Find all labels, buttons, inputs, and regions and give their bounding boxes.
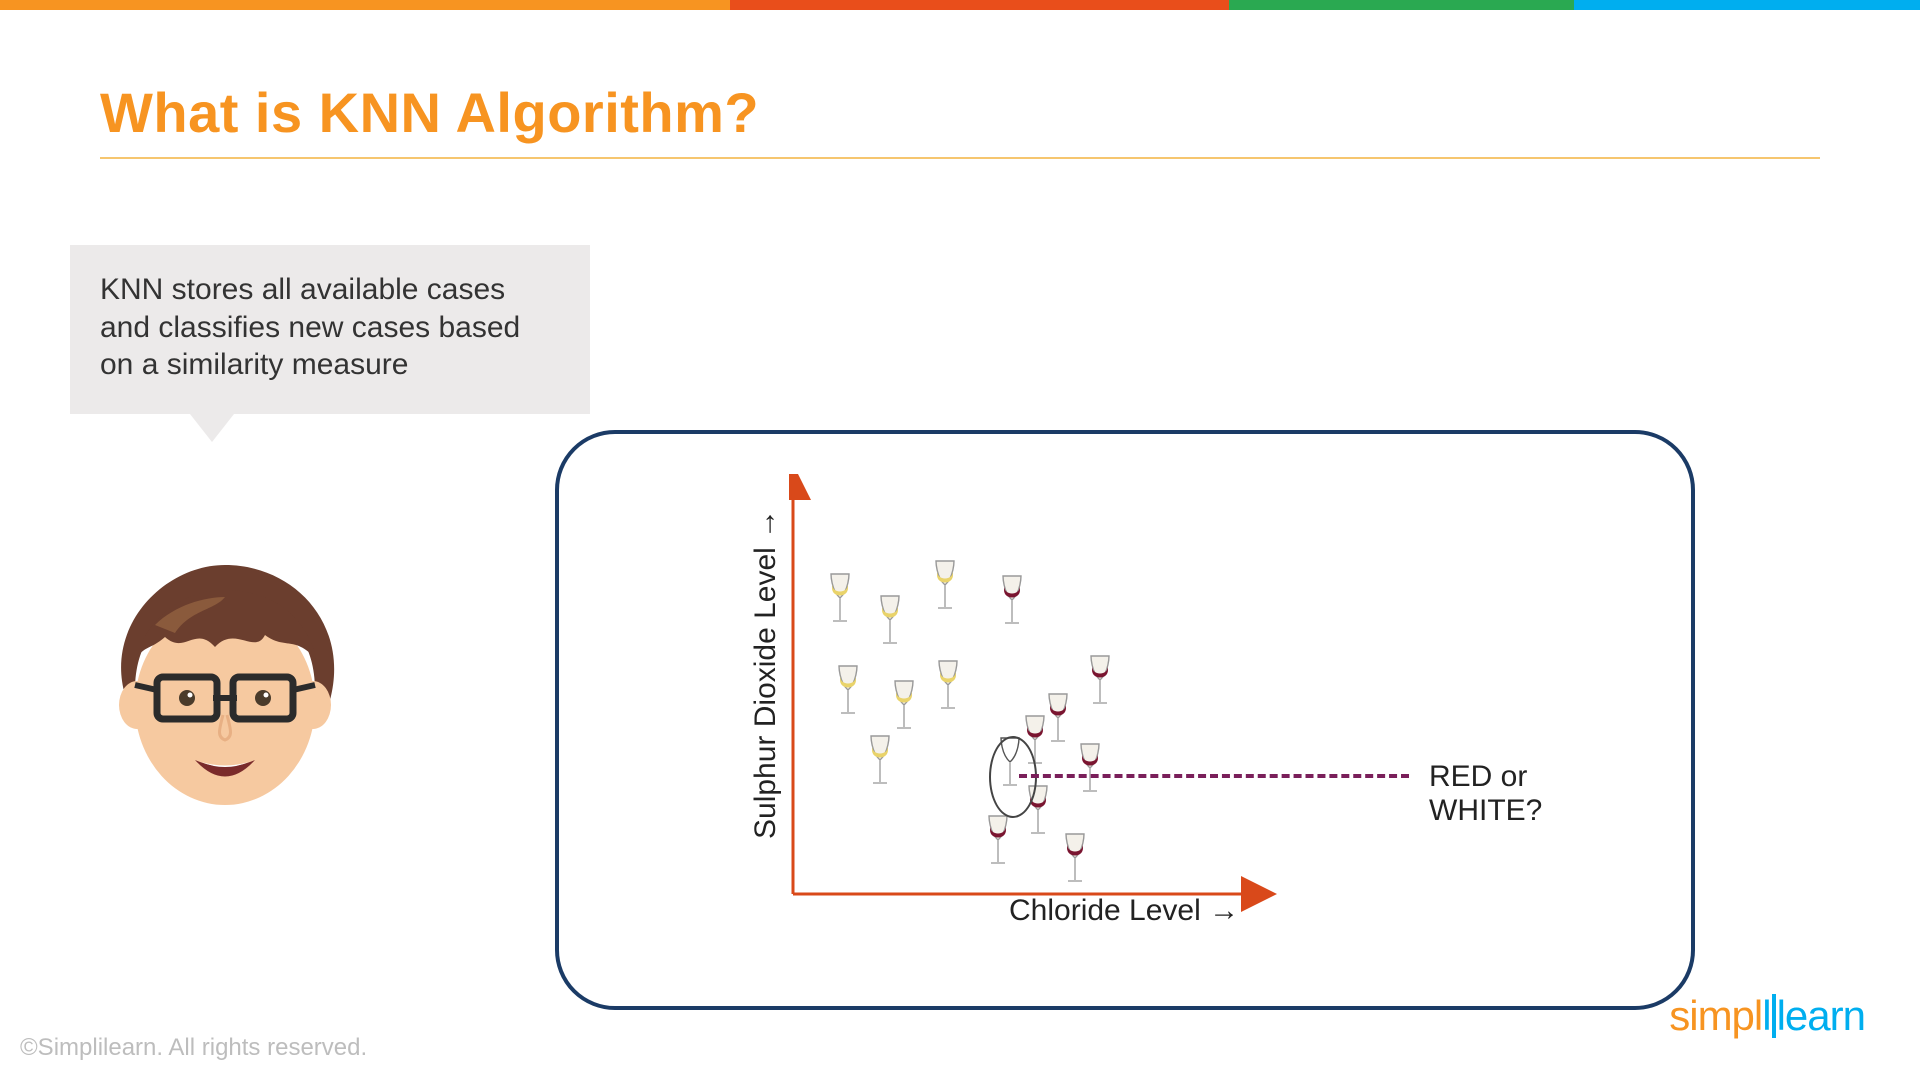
query-dash-line	[1019, 774, 1409, 778]
classification-question: RED or WHITE?	[1429, 760, 1639, 828]
logo-part1: simpl	[1669, 992, 1762, 1039]
top-seg-1	[0, 0, 730, 10]
red-wine-point-6	[987, 814, 1009, 871]
red-wine-point-7	[1064, 832, 1086, 889]
eye-right	[255, 690, 271, 706]
eye-right-hl	[264, 693, 269, 698]
top-seg-4	[1574, 0, 1920, 10]
white-wine-point-6	[869, 734, 891, 791]
footer-copyright: ©Simplilearn. All rights reserved.	[20, 1034, 367, 1062]
avatar	[95, 555, 355, 815]
page-title: What is KNN Algorithm?	[100, 80, 1920, 145]
speech-text: KNN stores all available cases and class…	[100, 273, 520, 381]
red-wine-point-2	[1047, 692, 1069, 749]
eye-left	[179, 690, 195, 706]
avatar-svg	[95, 555, 355, 815]
white-wine-point-1	[879, 594, 901, 651]
white-wine-point-5	[937, 659, 959, 716]
red-wine-point-1	[1089, 654, 1111, 711]
red-wine-point-0	[1001, 574, 1023, 631]
top-color-bar	[0, 0, 1920, 10]
red-wine-point-4	[1079, 742, 1101, 799]
logo-part2: learn	[1777, 992, 1865, 1039]
speech-bubble: KNN stores all available cases and class…	[70, 245, 590, 414]
title-underline	[100, 157, 1820, 159]
white-wine-point-0	[829, 572, 851, 629]
chart-card: Sulphur Dioxide Level → Chloride Level →	[555, 430, 1695, 1010]
y-axis-label: Sulphur Dioxide Level →	[749, 489, 783, 859]
top-seg-3	[1229, 0, 1575, 10]
eye-left-hl	[188, 693, 193, 698]
white-wine-point-4	[893, 679, 915, 736]
logo-i: l	[1762, 992, 1770, 1039]
top-seg-2	[730, 0, 1229, 10]
brand-logo: simplllearn	[1669, 992, 1865, 1040]
white-wine-point-3	[837, 664, 859, 721]
white-wine-point-2	[934, 559, 956, 616]
chart-area: RED or WHITE?	[789, 474, 1639, 914]
chart-svg	[789, 474, 1639, 914]
logo-bar-icon	[1772, 994, 1776, 1038]
